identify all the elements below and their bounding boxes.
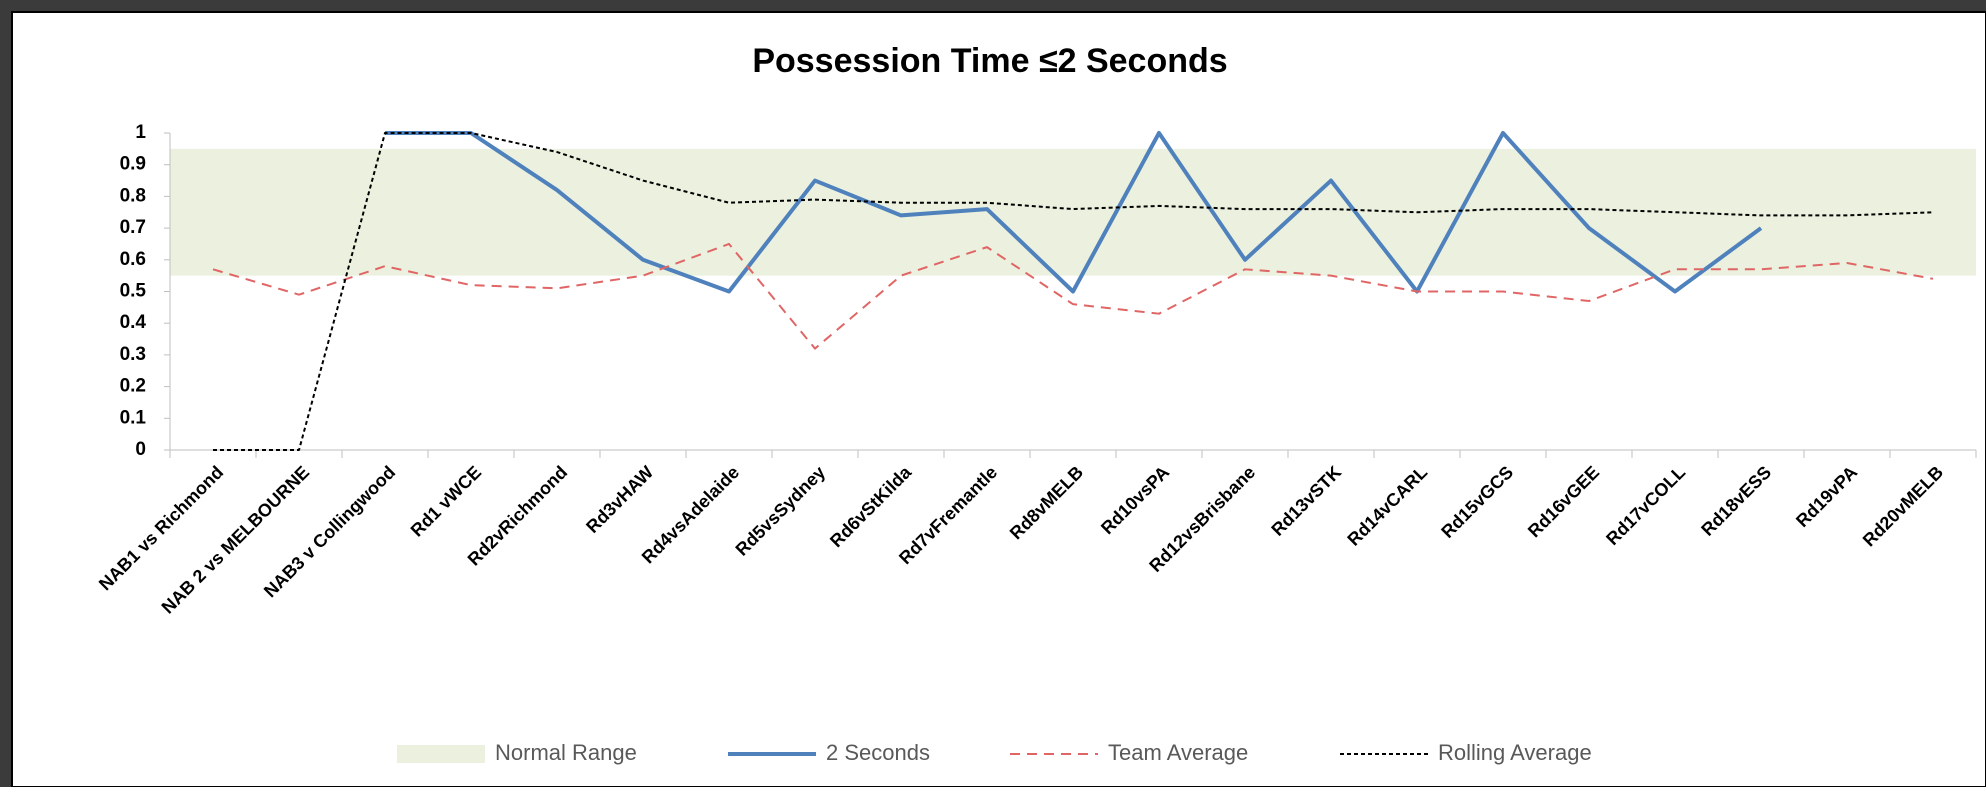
y-tick-label: 0.3: [120, 344, 146, 365]
y-tick-label: 1: [135, 122, 146, 143]
y-tick-label: 0.8: [120, 185, 146, 206]
y-tick-label: 0.6: [120, 249, 146, 270]
y-tick-label: 0.5: [120, 281, 147, 302]
series-line: [212, 242, 1934, 350]
series-line: [385, 131, 1763, 294]
y-tick-label: 0.2: [120, 376, 146, 397]
y-tick-label: 0.7: [120, 217, 146, 238]
y-tick-label: 0.1: [120, 407, 147, 428]
y-tick-label: 0.4: [120, 312, 147, 333]
legend-label: Rolling Average: [1438, 740, 1592, 765]
legend-label: 2 Seconds: [826, 740, 930, 765]
y-tick-label: 0.9: [120, 154, 146, 175]
legend-swatch: [397, 745, 485, 763]
chart-area: [11, 11, 1986, 787]
legend-label: Team Average: [1108, 740, 1248, 765]
legend-label: Normal Range: [495, 740, 637, 765]
normal-range: [170, 148, 1976, 276]
y-tick-label: 0: [135, 439, 146, 460]
chart-title: Possession Time ≤2 Seconds: [752, 42, 1227, 80]
